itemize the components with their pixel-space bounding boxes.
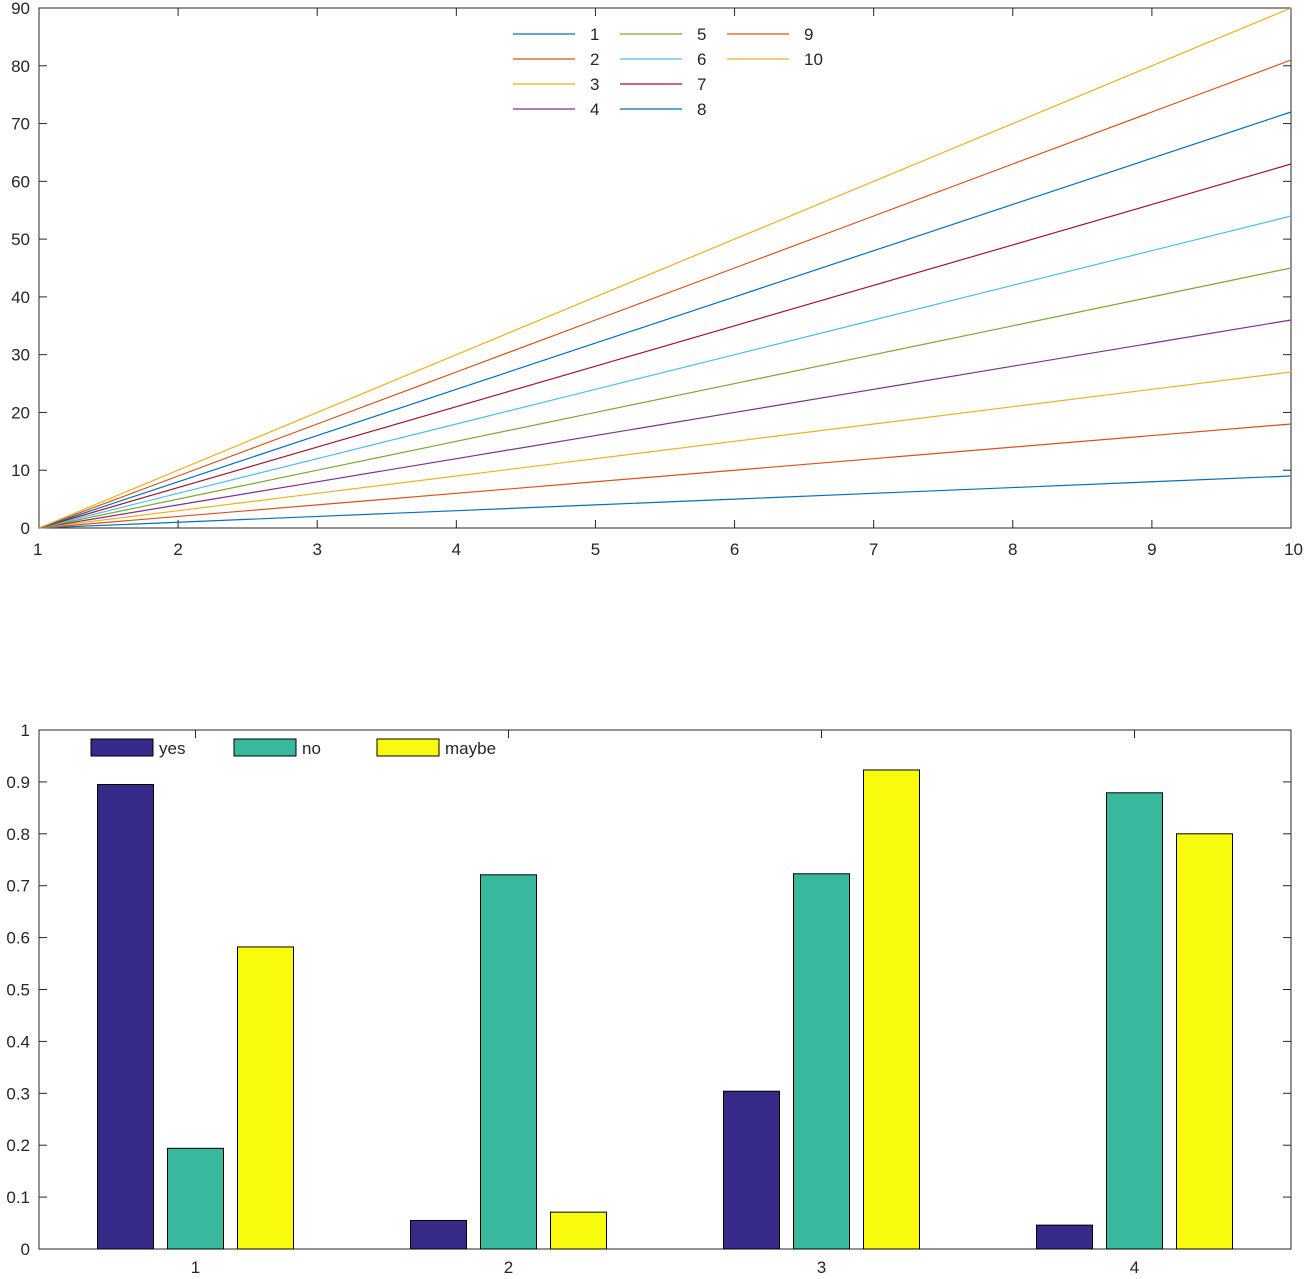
line-y-tick-label: 20 (11, 403, 30, 422)
line-series-8 (38, 111, 1292, 529)
bar-yes-2 (410, 1219, 467, 1250)
legend-entry-label: 6 (697, 50, 706, 69)
line-y-tick-label: 30 (11, 346, 30, 365)
line-series-9 (38, 59, 1292, 529)
line-y-tick-label: 40 (11, 288, 30, 307)
bar-y-tick-label: 1 (21, 721, 30, 740)
line-y-tick-label: 50 (11, 230, 30, 249)
bar-x-tick-label: 3 (817, 1258, 826, 1277)
bar-y-tick-label: 0.1 (6, 1188, 30, 1207)
line-y-tick-label: 0 (21, 519, 30, 538)
line-series-4 (38, 319, 1292, 529)
bar-x-tick-label: 4 (1130, 1258, 1139, 1277)
line-series-5 (38, 267, 1292, 529)
bar-plot-area (38, 729, 1292, 1250)
line-series-6 (38, 215, 1292, 529)
bar-y-tick-label: 0.8 (6, 825, 30, 844)
line-x-tick-label: 6 (730, 540, 739, 559)
legend-entry-label: no (302, 739, 321, 758)
line-y-tick-label: 60 (11, 172, 30, 191)
line-x-tick-label: 2 (173, 540, 182, 559)
bar-x-tick-label: 2 (504, 1258, 513, 1277)
line-x-tick-label: 3 (312, 540, 321, 559)
line-x-tick-label: 10 (1284, 540, 1303, 559)
line-series-1 (38, 475, 1292, 529)
bar-no-1 (167, 1147, 224, 1250)
line-series-10 (38, 7, 1292, 529)
bar-y-tick-label: 0.9 (6, 773, 30, 792)
legend-entry-label: maybe (445, 739, 496, 758)
line-series-3 (38, 371, 1292, 529)
legend-entry-label: 2 (590, 50, 599, 69)
line-x-tick-label: 5 (591, 540, 600, 559)
bar-maybe-4 (1176, 833, 1233, 1250)
line-x-tick-label: 1 (33, 540, 42, 559)
legend-entry-label: 3 (590, 75, 599, 94)
legend-entry-label: 10 (804, 50, 823, 69)
line-y-tick-label: 80 (11, 57, 30, 76)
legend-entry-label: yes (159, 739, 185, 758)
bar-yes-1 (97, 783, 154, 1250)
line-x-tick-label: 9 (1147, 540, 1156, 559)
bar-yes-3 (723, 1090, 780, 1250)
bar-y-tick-label: 0.3 (6, 1084, 30, 1103)
legend-bar-swatch (90, 738, 154, 757)
bar-no-4 (1106, 792, 1163, 1250)
legend-entry-label: 5 (697, 25, 706, 44)
line-series-2 (38, 423, 1292, 529)
line-y-tick-label: 90 (11, 0, 30, 18)
bar-y-tick-label: 0.7 (6, 877, 30, 896)
line-series-7 (38, 163, 1292, 529)
bar-y-tick-label: 0.6 (6, 929, 30, 948)
bar-y-tick-label: 0 (21, 1240, 30, 1259)
legend-entry-label: 4 (590, 100, 599, 119)
legend-entry-label: 1 (590, 25, 599, 44)
legend-entry-label: 8 (697, 100, 706, 119)
line-y-tick-label: 70 (11, 115, 30, 134)
bar-maybe-3 (863, 769, 920, 1250)
bar-maybe-1 (237, 946, 294, 1250)
line-x-tick-label: 7 (869, 540, 878, 559)
line-x-tick-label: 4 (452, 540, 461, 559)
bar-y-tick-label: 0.4 (6, 1032, 30, 1051)
bar-maybe-2 (550, 1211, 607, 1250)
bar-no-3 (793, 873, 850, 1250)
line-y-tick-label: 10 (11, 461, 30, 480)
bar-y-tick-label: 0.2 (6, 1136, 30, 1155)
bar-chart: 0 0.1 0.2 0.3 0.4 0.5 0.6 0.7 0.8 0.9 1 1 2 3 4 yes no ma… (6, 721, 1292, 1277)
line-x-tick-label: 8 (1008, 540, 1017, 559)
legend-bar-swatch (376, 738, 440, 757)
legend-entry-label: 7 (697, 75, 706, 94)
bar-yes-4 (1036, 1224, 1093, 1250)
bar-no-2 (480, 874, 537, 1250)
bar-x-tick-label: 1 (191, 1258, 200, 1277)
line-chart: 1 2 3 4 5 6 7 8 9 10 0 10 20 30 40 50 60 70 80 90 1 2 3 4 5 6 7 8 9 1… (11, 0, 1303, 559)
bar-y-tick-label: 0.5 (6, 981, 30, 1000)
legend-entry-label: 9 (804, 25, 813, 44)
legend-bar-swatch (233, 738, 297, 757)
